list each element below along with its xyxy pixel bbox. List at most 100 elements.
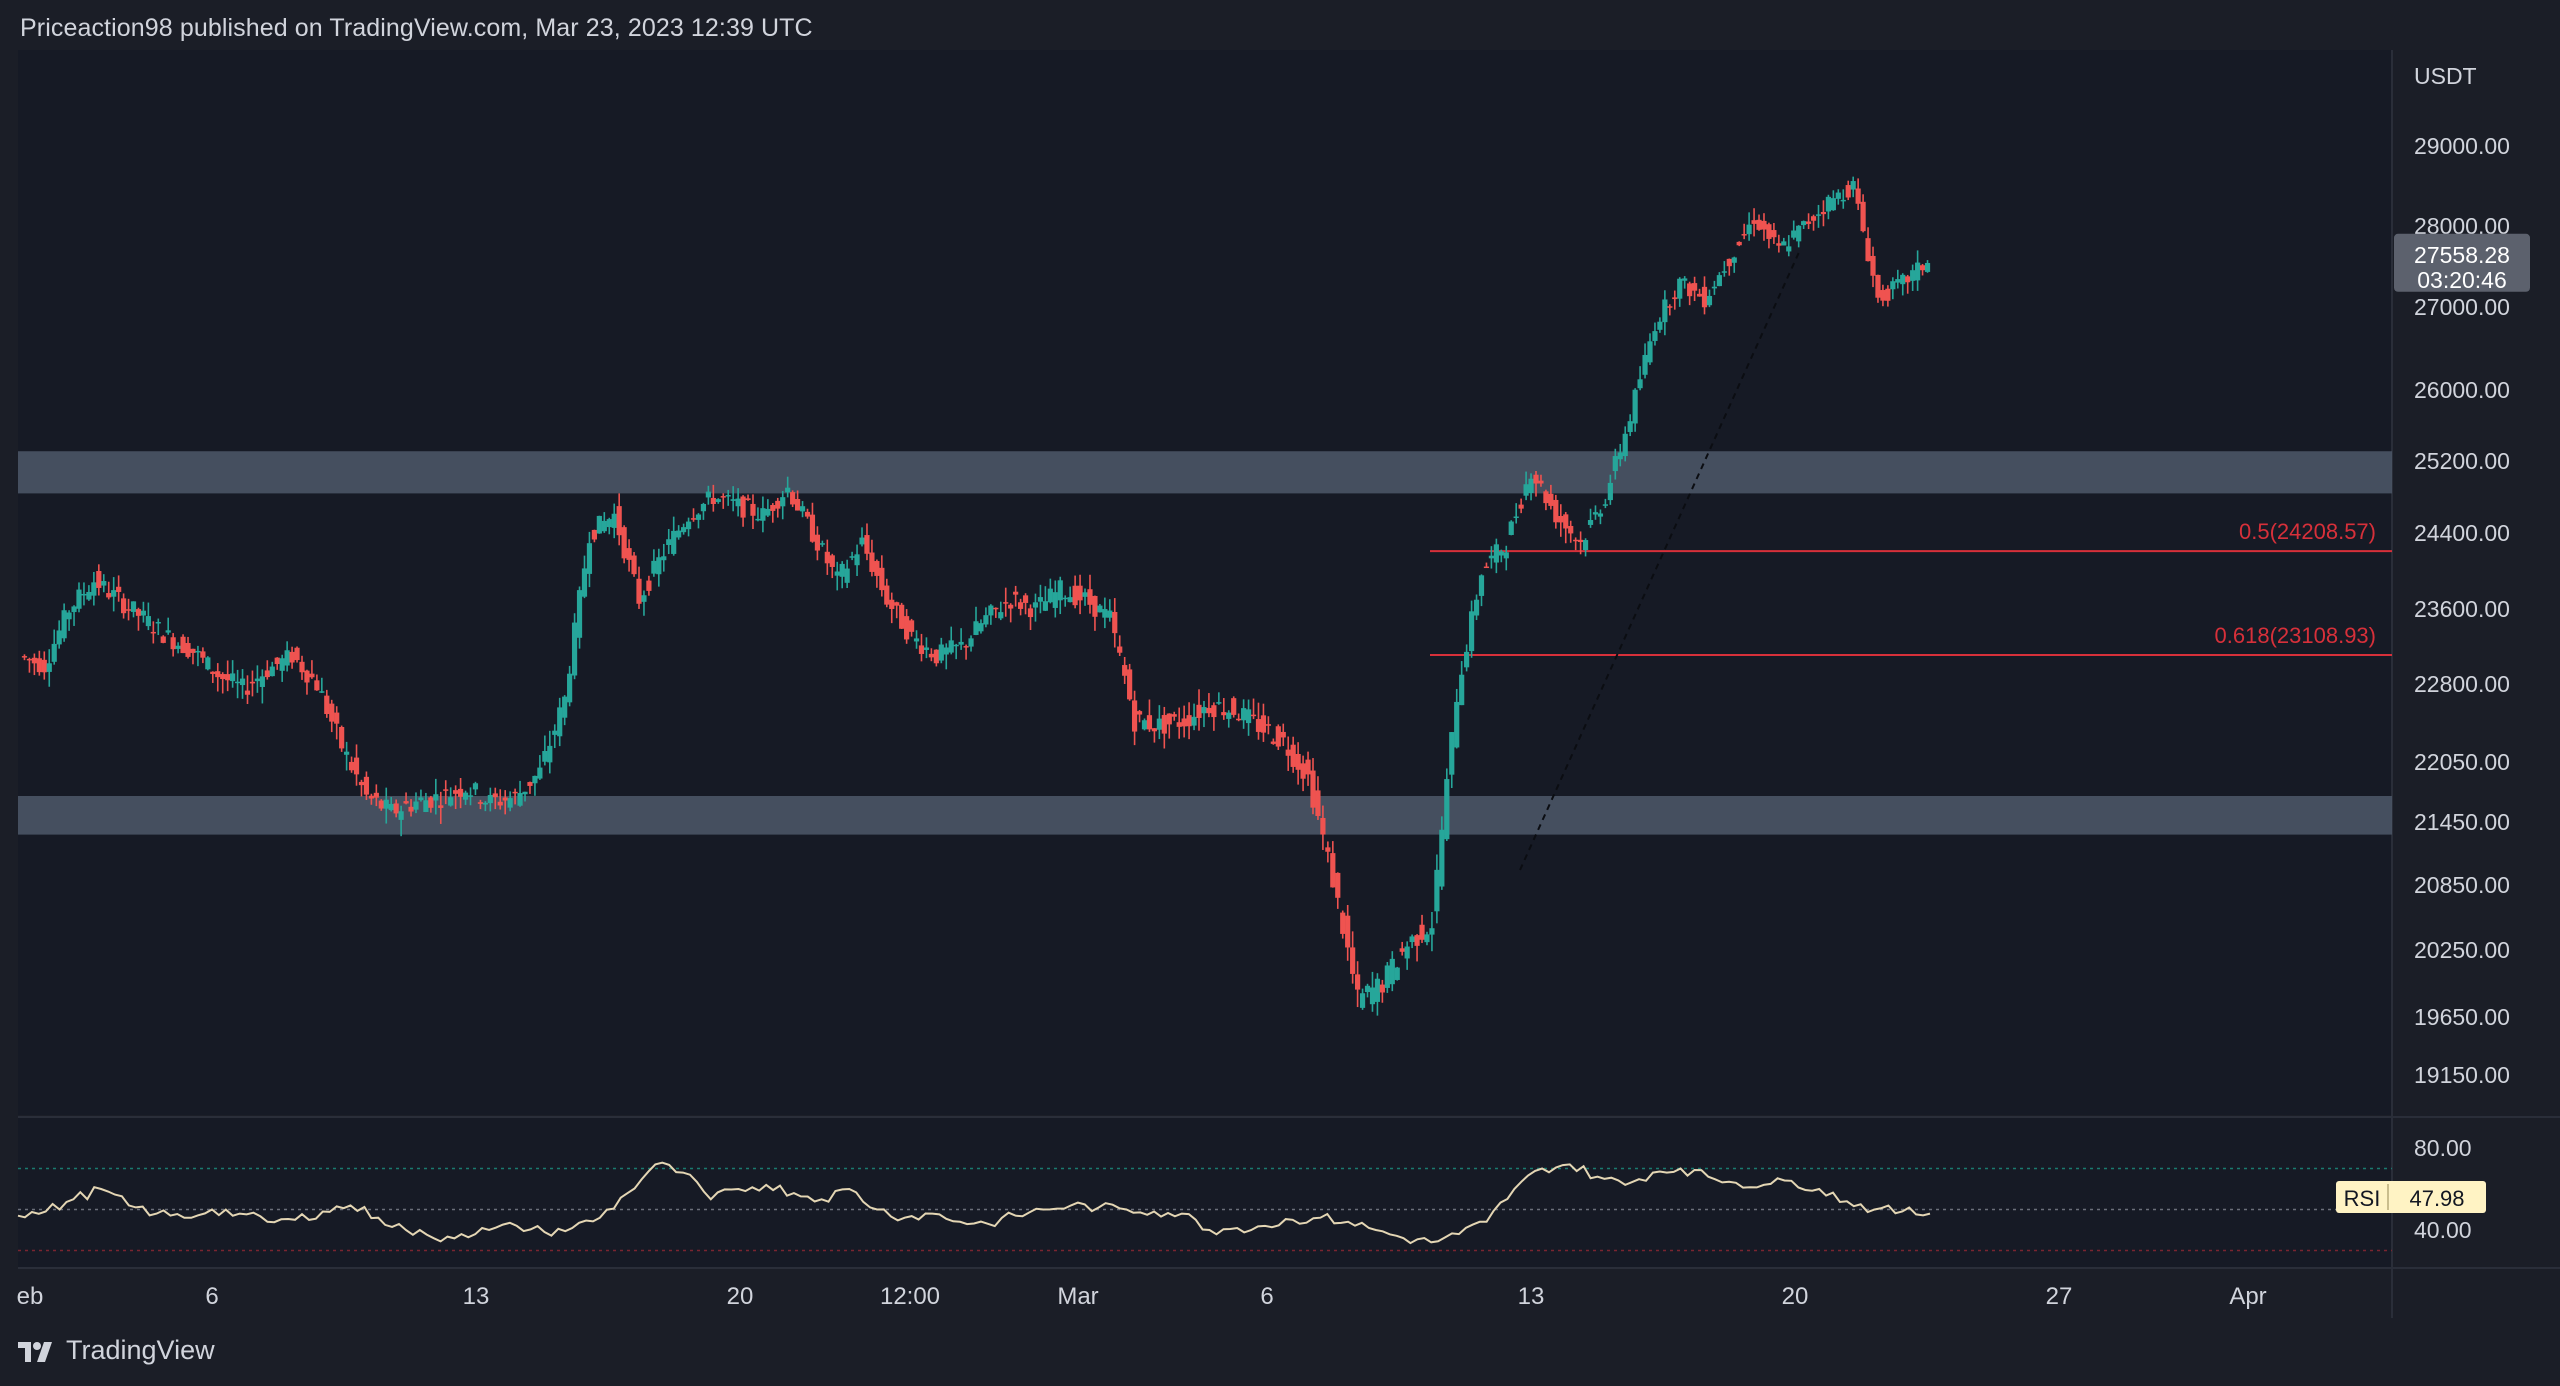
- candle-body: [804, 511, 811, 517]
- fib-label-1: 0.618(23108.93): [2215, 623, 2376, 648]
- candle-body: [671, 530, 677, 554]
- candle-body: [1196, 704, 1202, 718]
- candle-body: [329, 703, 335, 722]
- candle-body: [1285, 749, 1291, 756]
- candle-body: [368, 795, 374, 799]
- candle-body: [1141, 720, 1148, 730]
- currency-label: USDT: [2414, 63, 2477, 89]
- candle-body: [279, 658, 285, 671]
- candle-body: [1607, 482, 1613, 501]
- candle-body: [740, 496, 746, 518]
- candle-body: [1810, 216, 1817, 221]
- candle-body: [116, 586, 122, 592]
- candle-body: [1092, 595, 1098, 617]
- zone-support: [18, 796, 2392, 835]
- candle-body: [1394, 967, 1400, 980]
- candle-body: [1781, 241, 1787, 246]
- candle-body: [66, 612, 72, 620]
- candle-body: [254, 678, 261, 682]
- candle-body: [244, 690, 251, 695]
- candle-body: [1751, 220, 1757, 224]
- candle-body: [1573, 539, 1579, 542]
- candle-body: [958, 641, 964, 645]
- candle-body: [720, 496, 726, 498]
- candle-body: [1275, 726, 1281, 747]
- candle-body: [1201, 707, 1207, 714]
- time-axis-label: 13: [1518, 1283, 1545, 1310]
- candle-body: [943, 647, 949, 655]
- candle-body: [760, 508, 766, 521]
- candle-body: [1032, 602, 1039, 608]
- candle-body: [814, 534, 821, 551]
- candle-body: [1682, 278, 1688, 281]
- candle-body: [1865, 238, 1871, 262]
- price-tick-label: 29000.00: [2414, 133, 2510, 159]
- candle-body: [1617, 452, 1623, 460]
- candle-body: [1245, 709, 1252, 724]
- candle-body: [1037, 597, 1044, 602]
- candle-body: [1305, 759, 1311, 775]
- candle-body: [532, 775, 538, 784]
- candle-body: [809, 514, 816, 542]
- candle-body: [1602, 504, 1608, 506]
- tradingview-brand: TradingView: [66, 1335, 215, 1365]
- candle-body: [864, 535, 870, 554]
- candle-body: [522, 791, 528, 795]
- candle-body: [874, 561, 880, 576]
- candle-body: [1270, 741, 1276, 744]
- candle-body: [1915, 262, 1921, 281]
- candle-body: [988, 605, 994, 616]
- candle-body: [1345, 915, 1351, 948]
- candle-body: [393, 803, 399, 814]
- candle-body: [135, 609, 142, 616]
- candle-body: [1488, 555, 1495, 559]
- candle-body: [1691, 283, 1698, 291]
- candle-body: [790, 492, 796, 505]
- candle-body: [1538, 480, 1544, 484]
- candle-body: [581, 568, 588, 597]
- candle-body: [487, 795, 493, 804]
- candle-body: [646, 580, 652, 591]
- candle-body: [1687, 283, 1693, 297]
- candle-body: [130, 601, 137, 612]
- price-tick-label: 25200.00: [2414, 448, 2510, 474]
- candle-body: [948, 640, 954, 653]
- candle-body: [1008, 604, 1014, 609]
- candle-body: [413, 801, 419, 810]
- tradingview-logo[interactable]: TradingView: [18, 1335, 215, 1366]
- candle-body: [1003, 602, 1009, 604]
- candle-body: [408, 806, 414, 812]
- candle-body: [918, 645, 925, 654]
- candle-body: [1260, 715, 1267, 733]
- candle-body: [304, 670, 310, 683]
- candle-body: [933, 649, 939, 664]
- candle-body: [41, 659, 47, 673]
- candle-body: [750, 503, 756, 516]
- candle-body: [537, 767, 543, 779]
- candle-body: [591, 529, 597, 540]
- candle-body: [36, 658, 42, 673]
- candle-body: [477, 802, 484, 804]
- candle-body: [1880, 290, 1886, 301]
- candle-body: [626, 548, 632, 560]
- candle-body: [1409, 936, 1415, 943]
- candle-body: [829, 555, 835, 567]
- candle-body: [1726, 258, 1732, 267]
- candle-body: [1146, 715, 1153, 730]
- time-axis-label: 20: [1782, 1283, 1809, 1310]
- candle-body: [31, 657, 37, 664]
- candle-body: [1632, 389, 1638, 424]
- candle-body: [1761, 220, 1767, 230]
- candle-body: [239, 678, 246, 686]
- candle-body: [576, 590, 583, 638]
- candle-body: [492, 793, 498, 798]
- candle-body: [185, 643, 191, 657]
- candle-body: [145, 616, 151, 627]
- candle-body: [433, 794, 439, 801]
- price-tick-label: 24400.00: [2414, 520, 2510, 546]
- candle-body: [819, 543, 825, 545]
- candle-body: [1498, 551, 1504, 556]
- candle-body: [938, 644, 944, 661]
- candle-body: [1206, 707, 1212, 714]
